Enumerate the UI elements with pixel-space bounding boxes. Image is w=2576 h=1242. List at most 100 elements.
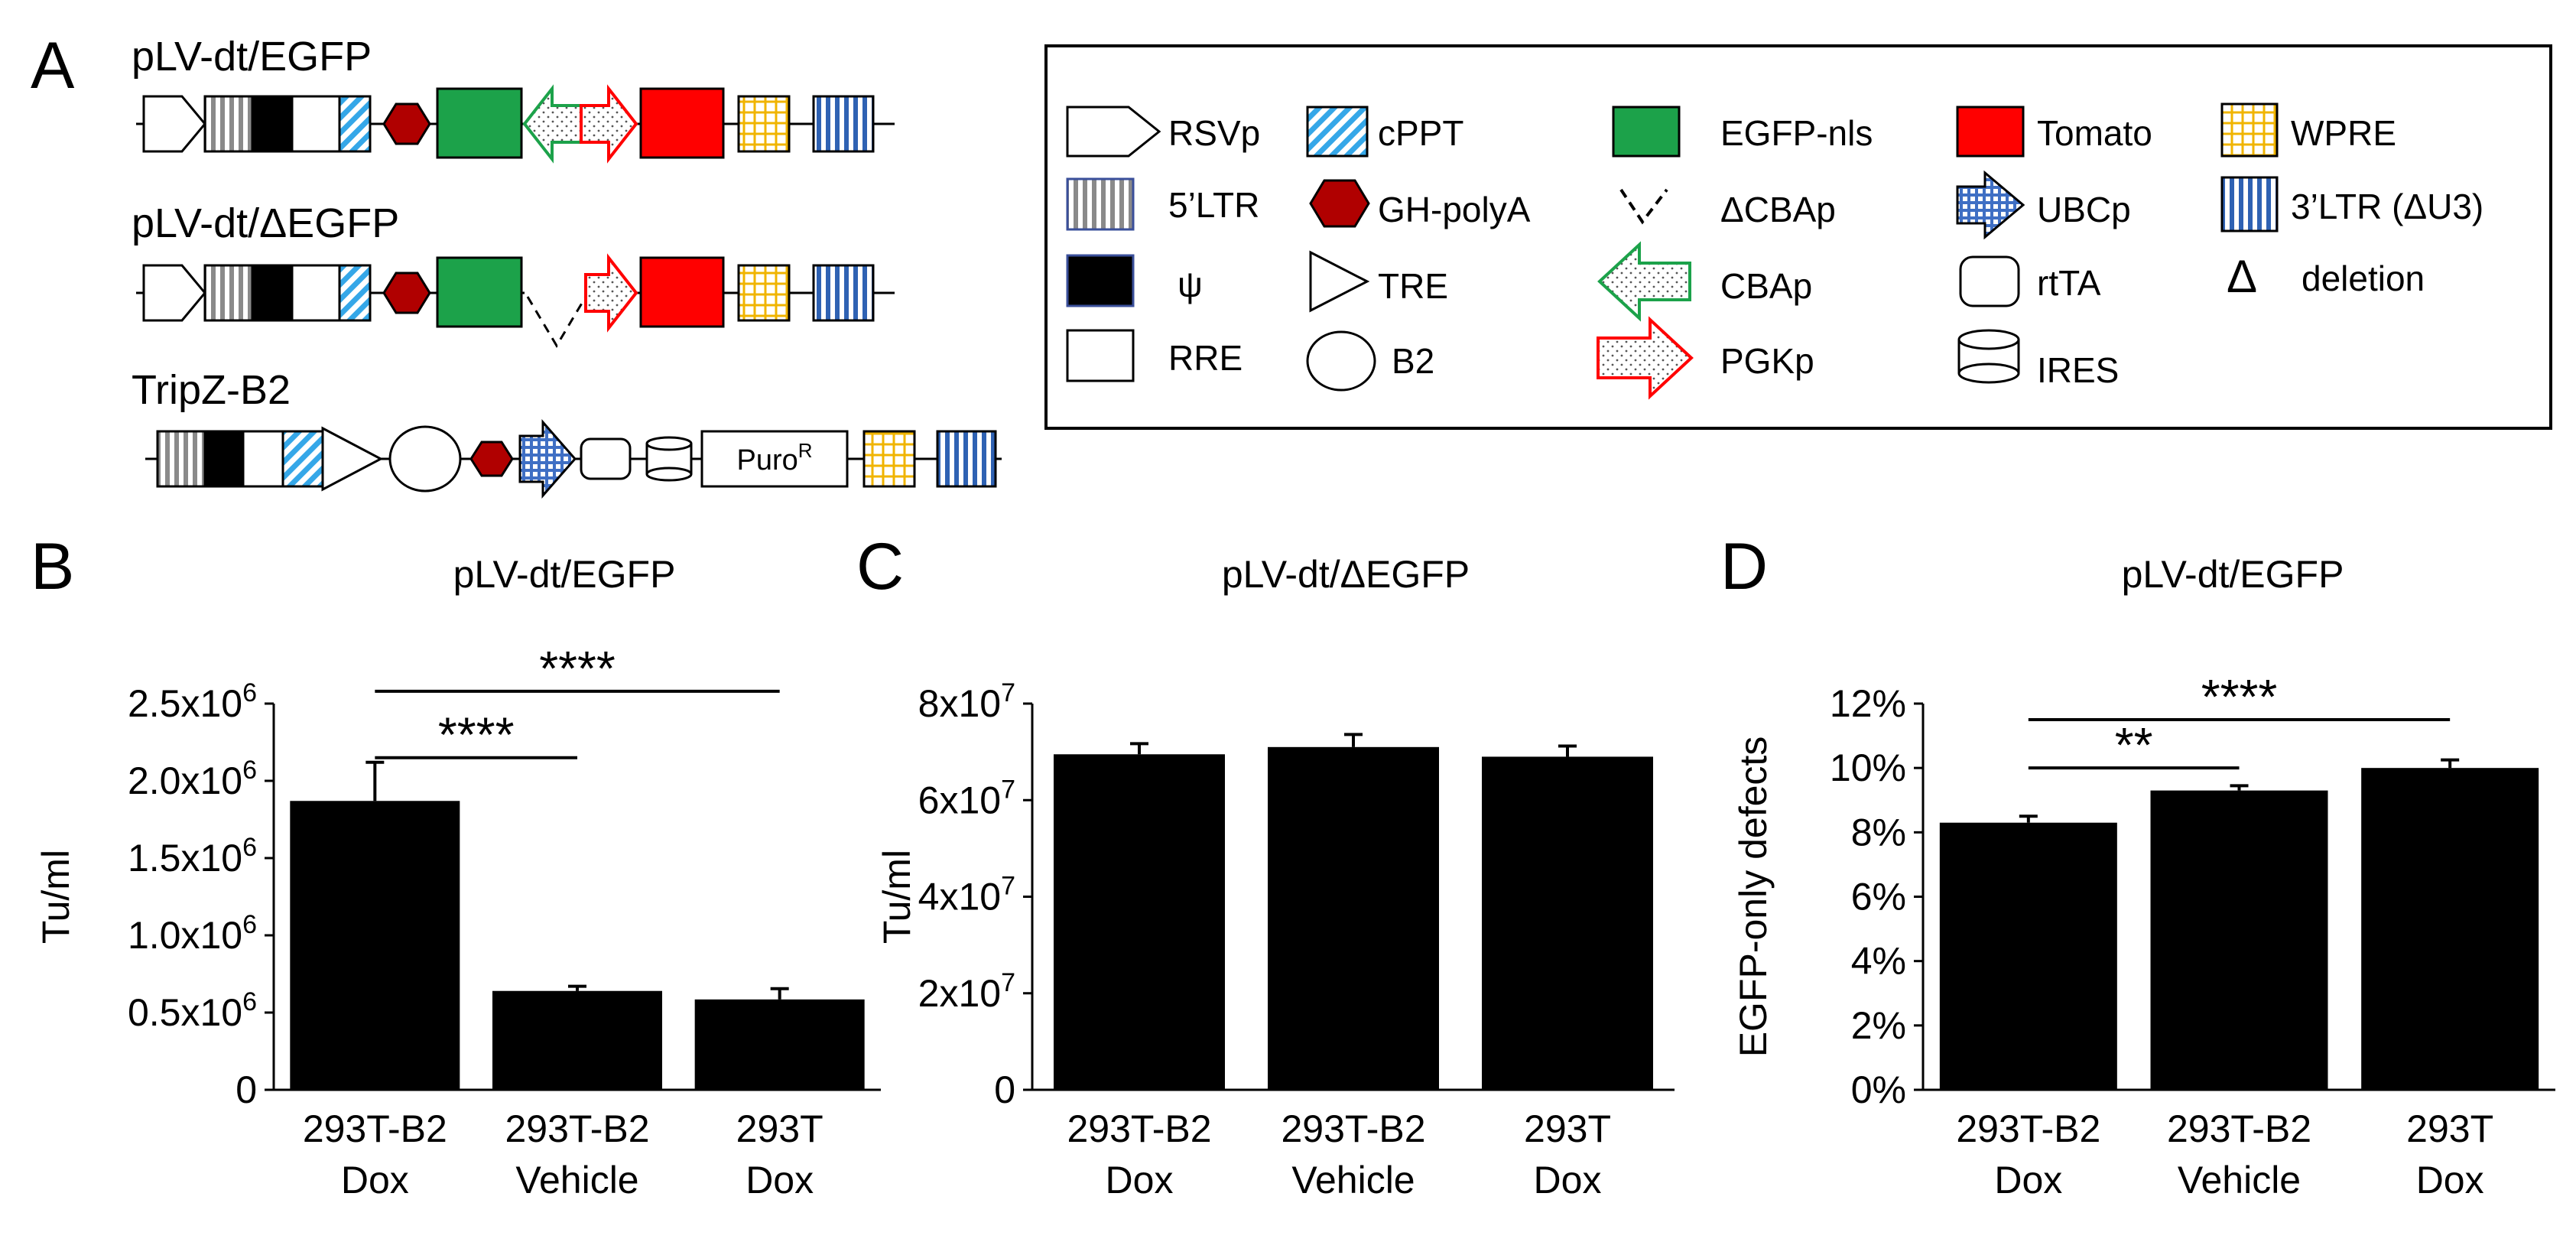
construct-tripz-b2-map (145, 419, 1002, 499)
chart-title: pLV-dt/EGFP (453, 553, 676, 596)
legend-item-rtta: rtTA (1959, 255, 2101, 307)
legend-item-cbap: CBAp (1597, 241, 1812, 322)
svg-text:deletion: deletion (2302, 258, 2425, 298)
chart-title: pLV-dt/EGFP (2122, 553, 2344, 596)
legend-item-delta-cbap: ΔCBAp (1619, 188, 1836, 229)
puro-box (700, 430, 849, 488)
rsvp-icon (142, 95, 206, 153)
tomato-icon (639, 256, 725, 328)
blue-diagonal-stripes-icon (1306, 106, 1369, 158)
category-label-line2-1: Vehicle (2178, 1159, 2301, 1201)
gray-vertical-stripes-icon (1066, 177, 1135, 231)
legend-item-ubcp: UBCp (1956, 170, 2131, 240)
svg-text:ψ: ψ (1178, 265, 1203, 304)
y-tick-label: 2.0x106 (128, 756, 257, 802)
panel-label-d: D (1720, 530, 1768, 603)
svg-text:B2: B2 (1392, 341, 1434, 381)
significance-label-0: **** (438, 707, 515, 762)
tomato-icon (639, 87, 725, 159)
bar-1 (492, 990, 662, 1090)
svg-text:Tomato: Tomato (2037, 113, 2152, 153)
ltr3-icon (936, 430, 997, 488)
category-label-line2-2: Dox (2416, 1159, 2484, 1201)
svg-text:EGFP-nls: EGFP-nls (1720, 113, 1873, 153)
category-label-line1-1: 293T-B2 (2167, 1107, 2311, 1150)
svg-text:IRES: IRES (2037, 350, 2119, 390)
blue-grid-arrow-icon (1956, 170, 2025, 240)
category-label-line1-1: 293T-B2 (505, 1107, 649, 1150)
ires-icon (645, 436, 693, 482)
svg-text:RSVp: RSVp (1168, 113, 1260, 153)
y-tick-label: 0 (994, 1068, 1015, 1111)
b2-icon (388, 425, 462, 493)
y-tick-label: 4x107 (918, 872, 1015, 918)
panel-label-b: B (31, 530, 74, 603)
legend-item-deletion: Δ deletion (2227, 251, 2425, 302)
cppt-icon (338, 95, 372, 153)
category-label-line1-2: 293T (736, 1107, 823, 1150)
legend-item-gh-polya: GH-polyA (1309, 179, 1531, 229)
bar-0 (290, 801, 460, 1090)
red-hexagon-icon (1309, 179, 1370, 228)
delta-cbap-icon (526, 296, 587, 348)
y-tick-label: 2x107 (918, 968, 1015, 1015)
tre-icon (321, 426, 384, 492)
pgkp-icon (584, 253, 638, 333)
construct-name-tripz-b2: TripZ-B2 (132, 367, 291, 413)
wpre-icon (862, 430, 916, 488)
cylinder-icon (1957, 329, 2020, 350)
legend: RSVp cPPT EGFP-nls Tomato WPRE 5’LTR GH-… (1044, 44, 2552, 430)
y-tick-label: 6% (1851, 876, 1906, 918)
category-label-line2-1: Vehicle (515, 1159, 638, 1201)
category-label-line2-0: Dox (1994, 1159, 2062, 1201)
bar-2 (1482, 756, 1653, 1090)
y-axis-label: Tu/ml (875, 850, 918, 944)
category-label-line2-0: Dox (1106, 1159, 1174, 1201)
rttA-icon (580, 437, 632, 480)
gh-polya-icon (382, 271, 431, 314)
ellipse-icon (1306, 330, 1376, 392)
y-tick-label: 0% (1851, 1068, 1906, 1111)
significance-label-0: ** (2115, 717, 2153, 772)
construct-name-plv-dt-delta-egfp: pLV-dt/ΔEGFP (132, 200, 399, 246)
y-tick-label: 8x107 (918, 678, 1015, 725)
gh-polya-icon (469, 441, 514, 477)
svg-text:rtTA: rtTA (2037, 263, 2101, 303)
y-tick-label: 1.0x106 (128, 910, 257, 957)
cbap-icon (522, 84, 583, 164)
chart-c: pLV-dt/ΔEGFP Tu/ml 293T-B2 Dox 293T-B2 Vehicl… (875, 553, 1675, 1201)
svg-text:cPPT: cPPT (1378, 113, 1463, 153)
bar-2 (694, 999, 865, 1090)
triangle-icon (1309, 250, 1370, 313)
egfp-nls-icon (436, 87, 523, 159)
legend-item-pgkp: PGKp (1597, 316, 1814, 400)
bar-0 (1939, 822, 2117, 1090)
construct-plv-dt-delta-egfp-map (136, 253, 895, 348)
category-label-line2-2: Dox (1534, 1159, 1602, 1201)
legend-item-wpre: WPRE (2220, 102, 2396, 158)
ubcp-icon (518, 419, 577, 499)
panel-label-c: C (856, 530, 904, 603)
category-label-line2-1: Vehicle (1291, 1159, 1415, 1201)
category-label-line1-0: 293T-B2 (1067, 1107, 1211, 1150)
puro-label: PuroR (736, 439, 812, 476)
y-tick-label: 8% (1851, 811, 1906, 853)
category-label-line1-0: 293T-B2 (303, 1107, 447, 1150)
legend-item-b2: B2 (1306, 330, 1434, 392)
rounded-box-icon (1959, 255, 2020, 307)
y-tick-label: 2% (1851, 1004, 1906, 1047)
legend-item-rsvp: RSVp (1066, 106, 1260, 158)
construct-name-plv-dt-egfp: pLV-dt/EGFP (132, 34, 372, 80)
bar-2 (2361, 768, 2539, 1090)
y-tick-label: 6x107 (918, 775, 1015, 821)
ltr3-icon (812, 264, 875, 322)
chart-d: pLV-dt/EGFP EGFP-only defects 293T-B2 Dox 29… (1732, 553, 2555, 1201)
psi-icon (203, 430, 245, 488)
cppt-icon (281, 430, 324, 488)
delta-symbol-icon: Δ (2227, 251, 2257, 302)
red-box-icon (1956, 106, 2025, 158)
legend-item-psi: ψ (1066, 254, 1203, 307)
construct-plv-dt-egfp-map (136, 84, 895, 164)
gh-polya-icon (382, 102, 431, 145)
